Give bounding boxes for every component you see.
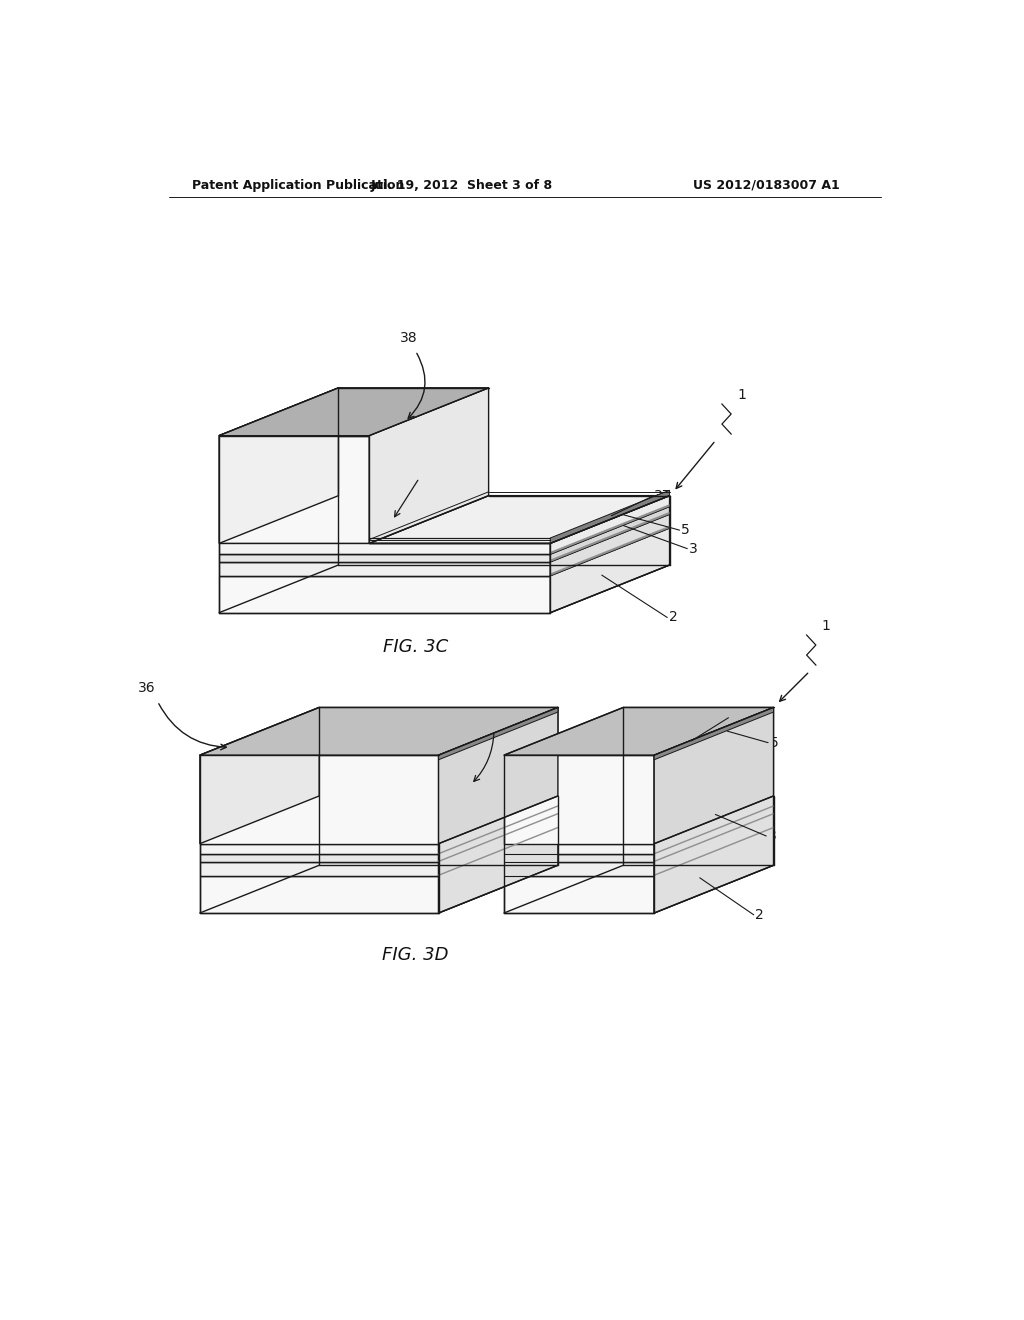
Polygon shape: [504, 708, 773, 755]
Polygon shape: [219, 544, 550, 554]
Polygon shape: [200, 862, 438, 876]
Polygon shape: [504, 862, 654, 876]
Polygon shape: [504, 796, 773, 843]
Text: 3: 3: [768, 829, 776, 843]
Text: 36: 36: [138, 681, 156, 696]
Polygon shape: [654, 814, 773, 876]
Polygon shape: [438, 826, 558, 876]
Text: 40: 40: [416, 458, 433, 473]
Text: Patent Application Publication: Patent Application Publication: [193, 178, 404, 191]
Polygon shape: [200, 708, 319, 843]
Polygon shape: [550, 515, 670, 576]
Polygon shape: [200, 876, 438, 913]
Polygon shape: [219, 554, 550, 562]
Polygon shape: [219, 436, 370, 544]
Text: 38: 38: [400, 331, 418, 345]
Polygon shape: [550, 496, 670, 554]
Polygon shape: [370, 388, 488, 544]
Polygon shape: [550, 490, 670, 544]
Text: 1: 1: [821, 619, 830, 632]
Text: 40: 40: [486, 711, 504, 725]
Polygon shape: [654, 829, 773, 913]
Polygon shape: [654, 708, 773, 913]
Text: 1: 1: [737, 388, 746, 401]
Polygon shape: [200, 796, 558, 843]
Polygon shape: [504, 854, 654, 862]
Polygon shape: [370, 496, 670, 544]
Polygon shape: [654, 708, 773, 760]
Polygon shape: [550, 528, 670, 612]
Polygon shape: [200, 708, 558, 755]
Text: US 2012/0183007 A1: US 2012/0183007 A1: [692, 178, 840, 191]
Polygon shape: [654, 796, 773, 854]
Polygon shape: [550, 504, 670, 554]
Polygon shape: [654, 807, 773, 862]
Polygon shape: [654, 708, 773, 843]
Polygon shape: [438, 814, 558, 876]
Text: 3: 3: [689, 541, 697, 556]
Polygon shape: [550, 507, 670, 562]
Polygon shape: [438, 805, 558, 854]
Text: 2: 2: [669, 610, 678, 624]
Polygon shape: [438, 708, 558, 760]
Polygon shape: [200, 854, 438, 862]
Text: FIG. 3C: FIG. 3C: [383, 639, 449, 656]
Polygon shape: [219, 496, 670, 544]
Polygon shape: [200, 843, 438, 854]
Polygon shape: [219, 388, 488, 436]
Polygon shape: [550, 515, 670, 576]
Polygon shape: [654, 826, 773, 876]
Polygon shape: [504, 755, 654, 843]
Polygon shape: [219, 562, 550, 576]
Polygon shape: [438, 708, 558, 843]
Polygon shape: [219, 388, 488, 436]
Polygon shape: [550, 507, 670, 562]
Polygon shape: [654, 805, 773, 854]
Polygon shape: [438, 807, 558, 862]
Polygon shape: [504, 876, 654, 913]
Polygon shape: [438, 829, 558, 913]
Polygon shape: [438, 708, 558, 913]
Polygon shape: [438, 813, 558, 862]
Polygon shape: [504, 843, 654, 854]
Polygon shape: [550, 528, 670, 612]
Polygon shape: [438, 796, 558, 854]
Polygon shape: [219, 576, 550, 612]
Text: 35: 35: [730, 710, 748, 725]
Polygon shape: [550, 496, 670, 554]
Text: 5: 5: [681, 523, 690, 537]
Polygon shape: [654, 813, 773, 862]
Text: Jul. 19, 2012  Sheet 3 of 8: Jul. 19, 2012 Sheet 3 of 8: [371, 178, 553, 191]
Polygon shape: [550, 525, 670, 576]
Polygon shape: [219, 388, 339, 544]
Text: 2: 2: [756, 908, 764, 921]
Polygon shape: [550, 512, 670, 562]
Text: 37: 37: [653, 490, 672, 503]
Text: FIG. 3D: FIG. 3D: [382, 946, 449, 965]
Polygon shape: [200, 755, 438, 843]
Text: 5: 5: [770, 735, 778, 750]
